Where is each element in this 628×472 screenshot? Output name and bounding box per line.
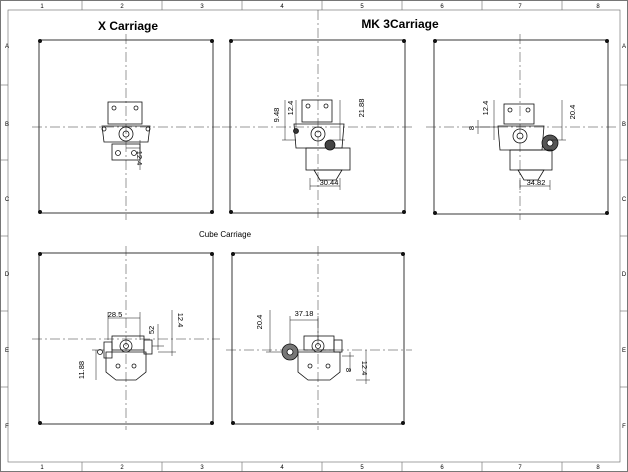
cube-carriage-title: Cube Carriage (199, 230, 252, 239)
row-label: D (622, 272, 627, 278)
row-label: E (622, 348, 626, 354)
col-label: 8 (596, 465, 600, 471)
col-label: 1 (40, 465, 44, 471)
panel-mk3-right: 8 12.4 20.4 34.82 (426, 34, 616, 220)
col-label: 4 (280, 465, 284, 471)
panel-cube-left: 28.5 52 12.4 11.88 (32, 246, 220, 430)
cube-right-dim-v1: 20.4 (255, 315, 264, 330)
mk3-right-dim-v1: 8 (467, 126, 476, 130)
col-label: 5 (360, 465, 364, 471)
row-label: A (5, 44, 9, 50)
mk3-left-dim-v3: 21.88 (357, 99, 366, 118)
row-label: F (5, 424, 9, 430)
col-label: 2 (120, 4, 124, 10)
cube-right-dim-h1: 37.18 (295, 309, 314, 318)
row-label: D (5, 272, 10, 278)
mk3-right-part (497, 103, 559, 181)
cube-left-part (97, 335, 153, 381)
cube-left-dim-h1: 28.5 (108, 310, 123, 319)
row-label: B (622, 122, 626, 128)
cube-right-part (281, 335, 343, 381)
col-label: 6 (440, 465, 444, 471)
col-label: 1 (40, 4, 44, 10)
panel-mk3-left: 9.48 12.4 21.88 30.44 (222, 10, 412, 220)
mk3-right-dim-h1: 34.82 (527, 178, 546, 187)
cube-left-dim-v2: 12.4 (176, 313, 185, 328)
cube-left-dim-v3: 11.88 (77, 361, 86, 379)
row-label: E (5, 348, 9, 354)
col-label: 2 (120, 465, 124, 471)
col-label: 4 (280, 4, 284, 10)
mk3-left-dim-v2: 12.4 (286, 101, 295, 116)
cube-left-dim-v1: 52 (147, 326, 156, 334)
col-label: 7 (518, 4, 522, 10)
col-label: 7 (518, 465, 522, 471)
panel-cube-right: 37.18 20.4 8 12.4 (226, 246, 412, 430)
row-label: B (5, 122, 9, 128)
row-label: F (622, 424, 626, 430)
x-carriage-title: X Carriage (98, 19, 158, 33)
mk3-right-dim-v3: 20.4 (568, 105, 577, 120)
row-label: A (622, 44, 626, 50)
col-label: 6 (440, 4, 444, 10)
col-label: 3 (200, 465, 204, 471)
mk3-left-dim-h1: 30.44 (320, 178, 339, 187)
mk3-carriage-title: MK 3Carriage (361, 17, 439, 31)
cube-right-dim-v2: 8 (344, 368, 353, 372)
x-carriage-part (101, 101, 151, 161)
panel-x-carriage: 12.4 (32, 34, 220, 220)
col-label: 5 (360, 4, 364, 10)
cube-right-dim-v3: 12.4 (360, 361, 369, 376)
col-label: 3 (200, 4, 204, 10)
mk3-left-dim-v1: 9.48 (272, 108, 281, 123)
mk3-right-dim-v2: 12.4 (481, 101, 490, 116)
row-label: C (5, 197, 10, 203)
col-label: 8 (596, 4, 600, 10)
x-carriage-dim-offset: 12.4 (135, 151, 144, 166)
row-label: C (622, 197, 627, 203)
